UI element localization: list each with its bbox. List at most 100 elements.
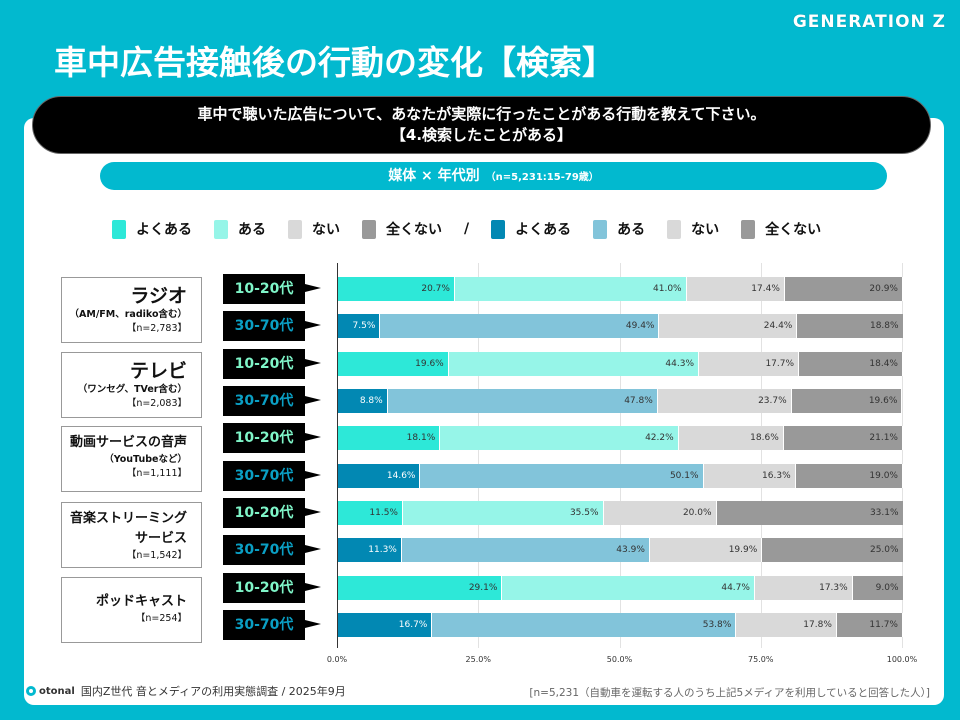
subtitle-main: 媒体 × 年代別: [388, 168, 480, 184]
legend-item-young: よくある: [112, 219, 192, 239]
bar-segment-全くない: 33.1%: [716, 501, 904, 525]
footer-note: [n=5,231（自動車を運転する人のうち上記5メディアを利用していると回答した…: [529, 687, 930, 699]
media-label-box: 動画サービスの音声 （YouTubeなど） 【n=1,111】: [61, 426, 202, 492]
gridline: [902, 263, 903, 648]
age-group-tag: 30-70代: [223, 311, 321, 341]
bar-segment-ある: 50.1%: [420, 464, 704, 488]
bar-segment-ある: 44.3%: [448, 352, 700, 376]
legend-swatch: [667, 219, 682, 239]
media-name: 動画サービスの音声: [69, 435, 187, 450]
bar-segment-ない: 20.0%: [603, 501, 717, 525]
media-sample-size: 【n=2,783】: [126, 323, 187, 334]
legend-label: ない: [691, 222, 720, 238]
age-group-tag: 30-70代: [223, 535, 321, 565]
subtitle-note: （n=5,231:15-79歳）: [485, 172, 599, 183]
legend-item-old: ない: [667, 219, 719, 239]
bar-segment-ない: 17.4%: [686, 277, 785, 301]
bar-segment-ある: 42.2%: [440, 426, 679, 450]
bar-segment-全くない: 18.8%: [797, 314, 904, 338]
x-tick-label: 25.0%: [465, 655, 491, 664]
legend-label: ある: [238, 222, 266, 238]
legend-item-young: ない: [288, 219, 340, 239]
bar-segment-全くない: 11.7%: [836, 613, 903, 637]
legend-label: ある: [617, 222, 646, 238]
legend-item-old: ある: [593, 219, 645, 239]
legend-separator: /: [464, 221, 470, 237]
media-name: ラジオ: [130, 285, 187, 307]
age-group-tag: 10-20代: [223, 423, 321, 453]
bar-segment-よくある: 16.7%: [338, 613, 433, 637]
bar-segment-ない: 17.3%: [754, 576, 853, 600]
legend-label: よくある: [515, 222, 572, 238]
legend-item-old: 全くない: [741, 219, 821, 239]
x-tick-label: 100.0%: [886, 655, 918, 664]
bar-segment-よくある: 7.5%: [338, 314, 381, 338]
page-title: 車中広告接触後の行動の変化【検索】: [54, 43, 615, 82]
footer-source: otonal 国内Z世代 音とメディアの利用実態調査 / 2025年9月: [26, 683, 346, 699]
bar-segment-全くない: 25.0%: [762, 538, 904, 562]
media-name: ポッドキャスト: [95, 594, 187, 609]
age-group-tag: 10-20代: [223, 349, 321, 379]
bar-segment-ある: 35.5%: [402, 501, 604, 525]
bar-segment-ない: 16.3%: [703, 464, 796, 488]
media-sub: サービス: [134, 531, 187, 546]
question-item: 【4.検索したことがある】: [390, 126, 573, 144]
bar-segment-全くない: 21.1%: [783, 426, 903, 450]
question-banner: 車中で聴いた広告について、あなたが実際に行ったことがある行動を教えて下さい。 【…: [32, 96, 931, 154]
brand-logo: GENERATION Z: [792, 12, 946, 32]
media-label-box: テレビ （ワンセグ、TVer含む） 【n=2,083】: [61, 352, 202, 418]
age-group-tag: 30-70代: [223, 461, 321, 491]
bar-segment-ある: 53.8%: [432, 613, 737, 637]
age-group-tag: 30-70代: [223, 610, 321, 640]
bar-segment-ない: 17.8%: [736, 613, 837, 637]
legend-label: ない: [312, 222, 340, 238]
gridline: [478, 263, 480, 648]
legend-swatch: [112, 219, 126, 239]
gridline: [619, 263, 621, 648]
media-sub: （AM/FM、radiko含む）: [69, 309, 187, 320]
media-sub: （ワンセグ、TVer含む）: [77, 384, 187, 395]
media-sample-size: 【n=1,111】: [126, 468, 187, 479]
media-sample-size: 【n=1,542】: [126, 550, 187, 561]
bar-segment-ある: 49.4%: [380, 314, 660, 338]
age-group-tag: 30-70代: [223, 386, 321, 416]
legend-swatch: [491, 219, 506, 239]
bar-segment-よくある: 18.1%: [338, 426, 441, 450]
subtitle-banner: 媒体 × 年代別 （n=5,231:15-79歳）: [100, 162, 887, 190]
bar-segment-よくある: 8.8%: [338, 389, 388, 413]
otonal-logo-icon: [26, 686, 36, 696]
age-group-tag: 10-20代: [223, 573, 321, 603]
media-sample-size: 【n=2,083】: [126, 398, 187, 409]
bar-segment-ない: 17.7%: [699, 352, 800, 376]
age-group-tag: 10-20代: [223, 274, 321, 304]
legend-swatch: [214, 219, 228, 239]
legend-label: よくある: [136, 222, 192, 238]
bar-segment-よくある: 11.5%: [338, 501, 403, 525]
bar-segment-全くない: 19.6%: [791, 389, 903, 413]
age-group-tag: 10-20代: [223, 498, 321, 528]
bar-segment-ない: 23.7%: [657, 389, 792, 413]
bar-segment-全くない: 19.0%: [795, 464, 903, 488]
footer-source-text: 国内Z世代 音とメディアの利用実態調査 / 2025年9月: [80, 685, 346, 698]
media-label-box: ラジオ （AM/FM、radiko含む） 【n=2,783】: [61, 277, 202, 343]
media-sub: （YouTubeなど）: [104, 454, 187, 465]
bar-segment-よくある: 20.7%: [338, 277, 455, 301]
bar-segment-ある: 43.9%: [401, 538, 650, 562]
gridline: [760, 263, 762, 648]
bar-segment-ない: 19.9%: [649, 538, 763, 562]
legend-swatch: [741, 219, 756, 239]
bar-segment-ない: 18.6%: [678, 426, 784, 450]
footer-logo-text: otonal: [39, 685, 75, 697]
x-tick-label: 0.0%: [326, 655, 348, 664]
media-sample-size: 【n=254】: [135, 613, 187, 624]
media-name: 音楽ストリーミング: [69, 511, 187, 526]
bar-segment-ある: 44.7%: [502, 576, 755, 600]
legend-swatch: [288, 219, 302, 239]
bar-segment-よくある: 19.6%: [338, 352, 449, 376]
x-tick-label: 75.0%: [748, 655, 774, 664]
legend-item-young: ある: [214, 219, 266, 239]
bar-segment-ない: 24.4%: [659, 314, 798, 338]
legend: よくある ある ない 全くない / よくある ある ない 全くない: [112, 219, 843, 239]
bar-segment-全くない: 9.0%: [852, 576, 904, 600]
legend-label: 全くない: [386, 222, 442, 238]
